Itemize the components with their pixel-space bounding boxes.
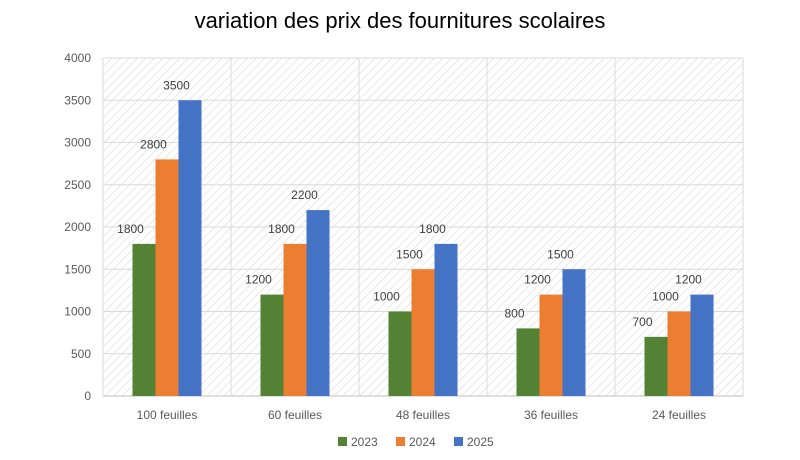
x-tick-label: 48 feuilles (396, 408, 450, 422)
y-tick-label: 1500 (64, 262, 91, 276)
bar (283, 243, 307, 396)
y-tick-label: 1000 (64, 305, 91, 319)
bar (260, 294, 284, 396)
data-label: 1200 (675, 273, 702, 287)
bar (562, 269, 586, 396)
bar (539, 294, 563, 396)
data-label: 1200 (245, 273, 272, 287)
bars (132, 100, 714, 396)
data-label: 1500 (547, 247, 574, 261)
axes: 0 500 1000 1500 2000 2500 3000 3500 4000 100 feui… (64, 51, 706, 422)
y-tick-label: 3500 (64, 93, 91, 107)
bar (690, 294, 714, 396)
data-label: 800 (504, 306, 524, 320)
bar (306, 210, 330, 396)
x-tick-label: 60 feuilles (268, 408, 322, 422)
data-label: 700 (632, 315, 652, 329)
data-label: 1200 (524, 273, 551, 287)
bar (644, 336, 668, 396)
y-tick-label: 4000 (64, 51, 91, 65)
x-tick-label: 36 feuilles (524, 408, 578, 422)
y-tick-label: 2000 (64, 220, 91, 234)
bar (132, 243, 156, 396)
data-label: 1800 (419, 222, 446, 236)
data-label: 2200 (291, 188, 318, 202)
chart-title: variation des prix des fournitures scola… (194, 8, 606, 33)
legend-label: 2024 (409, 435, 436, 449)
x-tick-label: 24 feuilles (652, 408, 706, 422)
bar (516, 328, 540, 396)
legend-swatch (454, 437, 463, 446)
data-label: 1000 (373, 290, 400, 304)
y-tick-label: 500 (71, 347, 91, 361)
bar (155, 159, 179, 396)
data-label: 2800 (140, 137, 167, 151)
data-labels: 1800 2800 3500 1200 1800 2200 1000 1500 1800 800 1… (117, 78, 702, 329)
bar (434, 243, 458, 396)
legend-swatch (396, 437, 405, 446)
x-tick-label: 100 feuilles (137, 408, 198, 422)
legend: 2023 2024 2025 (338, 435, 494, 449)
legend-label: 2023 (351, 435, 378, 449)
bar (178, 100, 202, 396)
bar (388, 311, 412, 396)
data-label: 1800 (117, 222, 144, 236)
y-tick-label: 2500 (64, 178, 91, 192)
y-tick-label: 3000 (64, 136, 91, 150)
y-tick-label: 0 (84, 389, 91, 403)
gridlines (102, 57, 744, 397)
bar (411, 269, 435, 396)
legend-swatch (338, 437, 347, 446)
data-label: 1000 (652, 290, 679, 304)
data-label: 1500 (396, 247, 423, 261)
legend-label: 2025 (467, 435, 494, 449)
data-label: 1800 (268, 222, 295, 236)
bar (667, 311, 691, 396)
data-label: 3500 (163, 78, 190, 92)
